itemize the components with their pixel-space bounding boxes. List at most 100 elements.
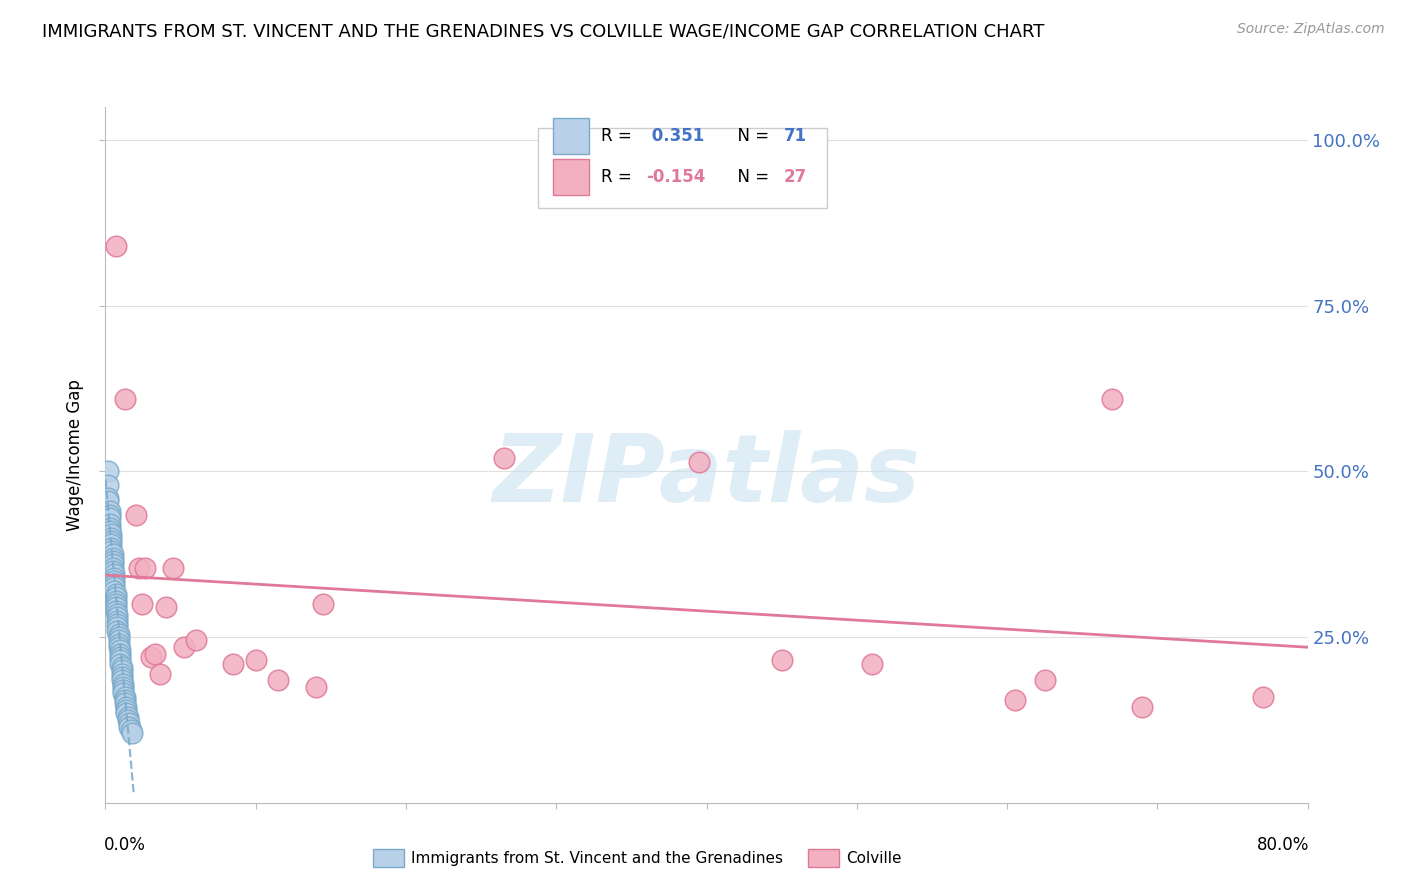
Point: [121, 726, 143, 740]
Point: [173, 640, 195, 654]
Point: [143, 647, 166, 661]
Point: [1251, 690, 1274, 704]
Text: R =: R =: [600, 169, 637, 186]
Text: N =: N =: [727, 127, 775, 145]
Point: [114, 697, 136, 711]
Point: [688, 454, 710, 468]
Point: [120, 723, 142, 737]
Point: [104, 593, 127, 607]
Point: [104, 239, 127, 253]
Point: [1033, 673, 1056, 688]
Point: [131, 597, 153, 611]
Point: [111, 673, 134, 688]
Point: [97, 491, 120, 505]
Text: Colville: Colville: [846, 851, 901, 865]
Point: [103, 567, 125, 582]
Text: Immigrants from St. Vincent and the Grenadines: Immigrants from St. Vincent and the Gren…: [411, 851, 783, 865]
Point: [770, 653, 793, 667]
Point: [107, 614, 129, 628]
Point: [104, 597, 127, 611]
Point: [97, 494, 120, 508]
Y-axis label: Wage/Income Gap: Wage/Income Gap: [66, 379, 84, 531]
Point: [101, 547, 124, 561]
Point: [101, 558, 124, 572]
Point: [103, 570, 125, 584]
Point: [1101, 392, 1123, 406]
Point: [111, 663, 134, 677]
Point: [107, 624, 129, 638]
Point: [100, 544, 122, 558]
Point: [110, 643, 132, 657]
Point: [124, 508, 146, 522]
Point: [111, 660, 134, 674]
FancyBboxPatch shape: [538, 128, 827, 208]
Point: [155, 600, 177, 615]
Point: [101, 560, 124, 574]
Point: [100, 531, 122, 545]
Point: [100, 537, 122, 551]
Point: [267, 673, 290, 688]
Point: [98, 508, 121, 522]
Point: [1004, 693, 1026, 707]
Point: [97, 477, 120, 491]
Point: [100, 534, 122, 549]
Text: 80.0%: 80.0%: [1257, 836, 1309, 855]
Text: 0.0%: 0.0%: [104, 836, 146, 855]
Point: [860, 657, 883, 671]
Point: [134, 560, 156, 574]
Point: [128, 560, 150, 574]
Point: [103, 574, 125, 588]
Point: [100, 527, 122, 541]
Point: [115, 703, 138, 717]
Point: [103, 581, 125, 595]
Point: [107, 607, 129, 621]
Text: -0.154: -0.154: [647, 169, 706, 186]
Point: [117, 709, 139, 723]
Point: [98, 524, 121, 538]
Point: [305, 680, 328, 694]
Point: [114, 392, 136, 406]
Text: 0.351: 0.351: [647, 127, 704, 145]
Point: [222, 657, 245, 671]
Point: [118, 716, 141, 731]
FancyBboxPatch shape: [553, 118, 589, 153]
FancyBboxPatch shape: [553, 159, 589, 195]
Point: [312, 597, 335, 611]
Point: [112, 680, 135, 694]
Point: [492, 451, 515, 466]
Point: [110, 647, 132, 661]
Point: [139, 650, 162, 665]
Point: [184, 633, 207, 648]
Point: [101, 564, 124, 578]
Point: [162, 560, 184, 574]
Point: [114, 690, 136, 704]
Point: [117, 713, 139, 727]
Point: [108, 633, 131, 648]
Point: [104, 587, 127, 601]
Text: 27: 27: [783, 169, 807, 186]
Point: [114, 693, 136, 707]
Point: [108, 637, 131, 651]
Point: [108, 640, 131, 654]
Point: [104, 591, 127, 605]
Point: [107, 620, 129, 634]
Text: ZIPatlas: ZIPatlas: [492, 430, 921, 522]
Point: [101, 550, 124, 565]
Text: N =: N =: [727, 169, 775, 186]
Point: [108, 627, 131, 641]
Point: [112, 686, 135, 700]
Point: [100, 541, 122, 555]
Point: [110, 653, 132, 667]
Point: [115, 699, 138, 714]
Point: [98, 517, 121, 532]
Point: [148, 666, 170, 681]
Point: [245, 653, 267, 667]
Point: [98, 521, 121, 535]
Point: [111, 666, 134, 681]
Point: [101, 554, 124, 568]
Point: [103, 577, 125, 591]
Point: [107, 616, 129, 631]
Point: [98, 511, 121, 525]
Point: [97, 465, 120, 479]
Point: [110, 657, 132, 671]
